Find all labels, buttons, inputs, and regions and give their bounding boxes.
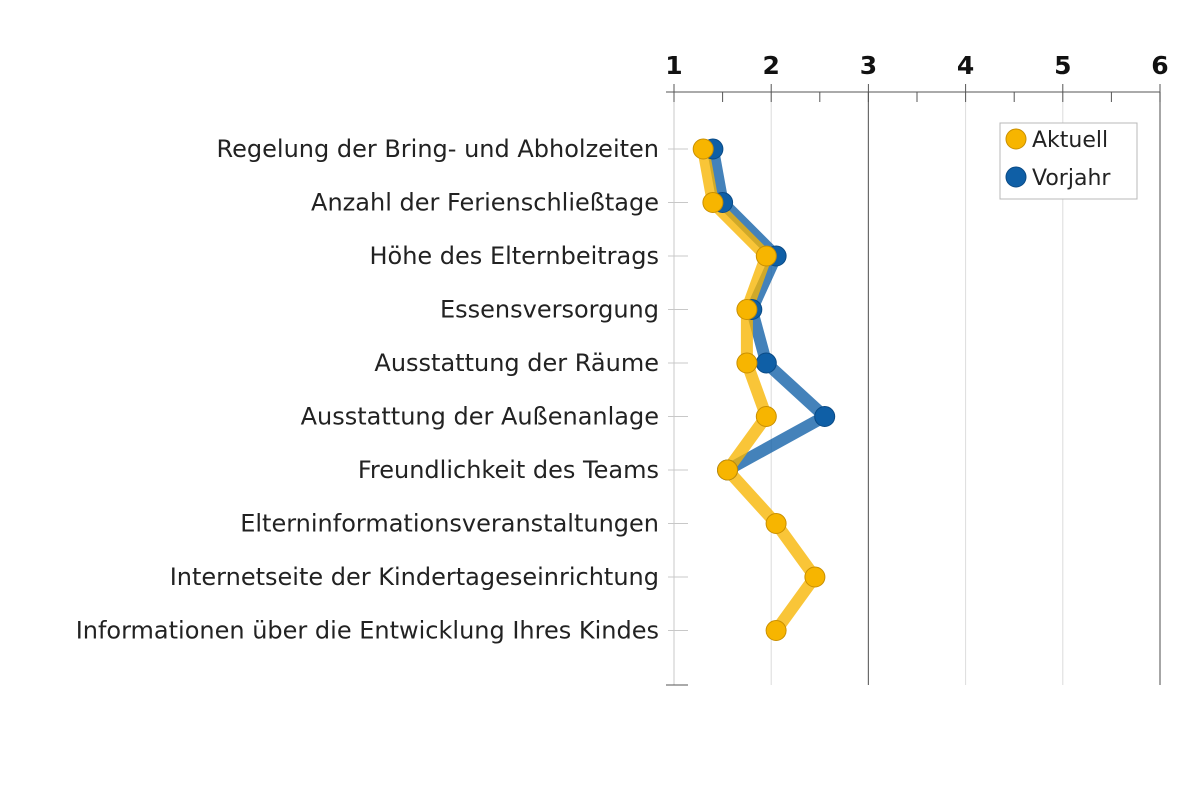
legend: Aktuell Vorjahr: [999, 122, 1138, 200]
x-axis: [666, 84, 1161, 686]
category-label: Anzahl der Ferienschließtage: [311, 189, 659, 217]
tick-label-3: 3: [860, 51, 877, 80]
data-point-aktuell: [702, 192, 724, 213]
series-lines: [697, 143, 831, 637]
category-label: Höhe des Elternbeitrags: [369, 242, 659, 270]
data-point-aktuell: [765, 620, 787, 641]
tick-label-2: 2: [762, 51, 779, 80]
category-label: Freundlichkeit des Teams: [358, 456, 659, 484]
data-point-vorjahr: [755, 352, 777, 374]
data-point-aktuell: [755, 406, 777, 427]
tick-label-1: 1: [665, 51, 682, 80]
tick-label-6: 6: [1151, 51, 1168, 80]
data-point-aktuell: [755, 245, 777, 267]
data-point-aktuell: [736, 352, 758, 374]
tick-labels: 1 2 3 4 5 6: [665, 51, 1168, 80]
legend-label-aktuell: Aktuell: [1032, 128, 1108, 153]
category-label: Ausstattung der Räume: [374, 349, 659, 377]
data-point-aktuell: [692, 138, 714, 160]
data-point-aktuell: [765, 513, 787, 534]
category-label: Informationen über die Entwicklung Ihres…: [76, 617, 659, 645]
legend-label-vorjahr: Vorjahr: [1032, 166, 1111, 191]
tick-label-4: 4: [957, 51, 974, 80]
category-label: Essensversorgung: [440, 296, 659, 324]
data-point-aktuell: [717, 459, 738, 481]
category-label: Elterninformationsveranstaltungen: [240, 510, 659, 538]
tick-label-5: 5: [1054, 51, 1071, 80]
legend-marker-aktuell: [1005, 128, 1027, 150]
data-point-vorjahr: [814, 406, 836, 427]
series-line-aktuell: [697, 143, 821, 637]
data-point-aktuell: [736, 299, 758, 320]
series-points: [692, 138, 836, 641]
category-labels: Regelung der Bring- und Abholzeiten Anzah…: [76, 135, 659, 645]
data-point-aktuell: [804, 566, 826, 588]
category-label: Regelung der Bring- und Abholzeiten: [217, 135, 659, 163]
legend-marker-vorjahr: [1005, 166, 1027, 188]
category-label: Ausstattung der Außenanlage: [301, 403, 659, 431]
category-label: Internetseite der Kindertageseinrichtung: [170, 563, 659, 591]
